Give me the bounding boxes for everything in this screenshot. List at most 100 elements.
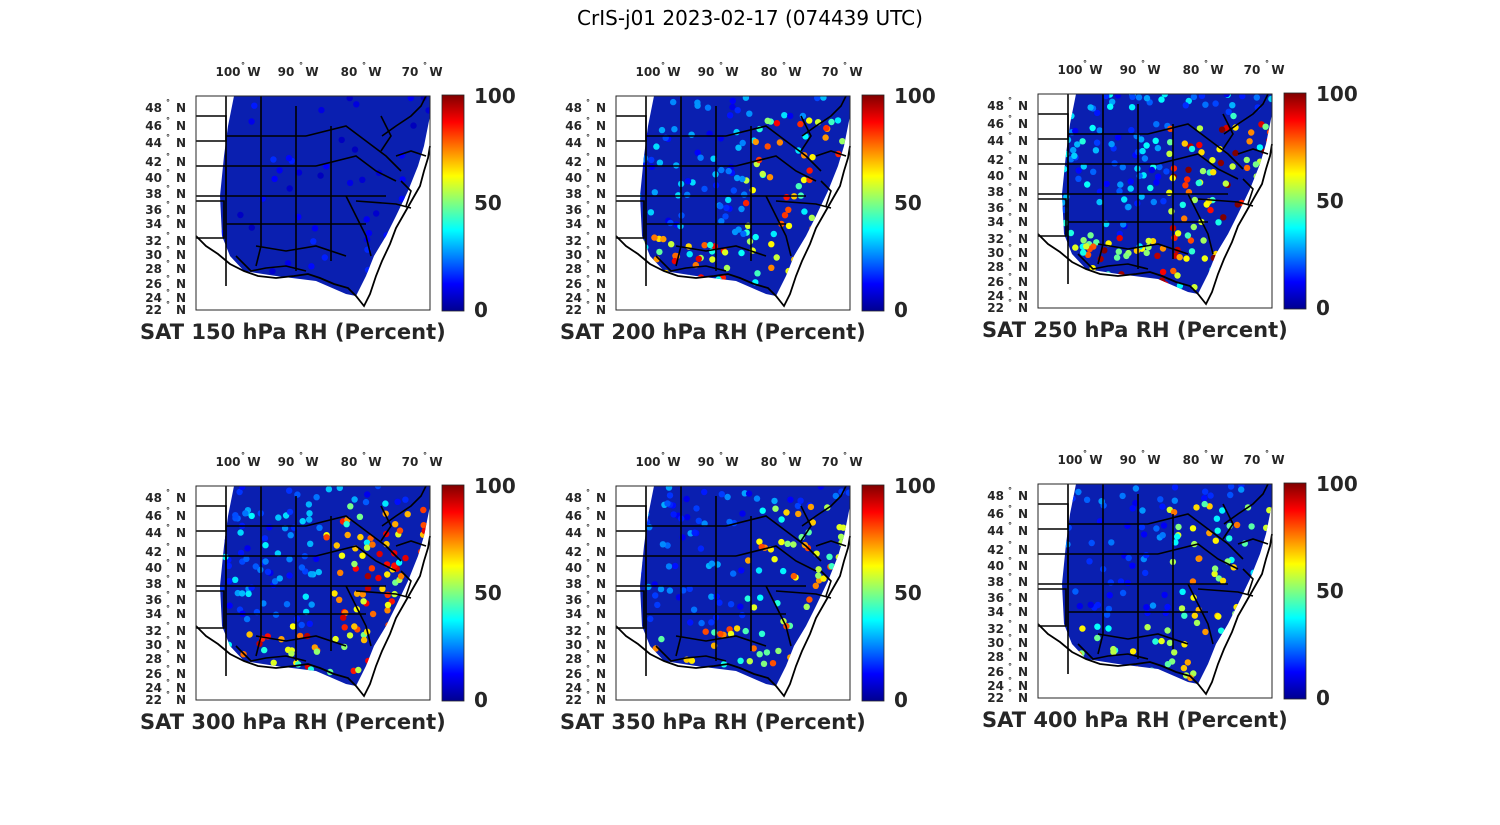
rh-observation-dot (704, 286, 711, 294)
rh-observation-dot (226, 577, 233, 585)
lat-tick-degree: ° (1008, 182, 1012, 191)
map-panel: 100 ° W 90 ° W 80 ° W 70 ° W 48 ° N 46 ° N 44 ° N 42 ° N 40 ° N 38 °… (560, 60, 960, 360)
rh-observation-dot (1235, 624, 1242, 631)
rh-observation-dot (1212, 293, 1220, 294)
rh-observation-dot (708, 670, 716, 677)
rh-observation-dot (1233, 521, 1241, 529)
map-plot: 100 ° W 90 ° W 80 ° W 70 ° W48 ° N46 ° N44 ° N42 ° N40 ° N38 °… (145, 451, 515, 712)
rh-observation-dot (1087, 104, 1094, 111)
rh-observation-dot (340, 614, 347, 621)
rh-observation-dot (709, 256, 716, 263)
rh-observation-dot (836, 605, 843, 613)
rh-observation-dot (814, 638, 821, 645)
lat-tick-hemisphere: N (1018, 543, 1028, 557)
rh-observation-dot (194, 571, 200, 577)
rh-observation-dot (715, 287, 723, 294)
rh-observation-dot (420, 522, 427, 529)
rh-observation-dot (1080, 163, 1087, 170)
rh-observation-dot (311, 225, 319, 232)
rh-observation-dot (621, 222, 627, 228)
rh-observation-dot (686, 251, 693, 258)
map-frame (1037, 483, 1273, 699)
lat-tick-hemisphere: N (176, 262, 186, 276)
rh-observation-dot (308, 601, 315, 608)
lat-tick-label: 34 (987, 215, 1004, 229)
rh-observation-dot (298, 621, 305, 629)
rh-observation-dot (620, 519, 626, 525)
lat-tick-hemisphere: N (176, 234, 186, 248)
lat-tick-label: 26 (565, 277, 582, 291)
lat-tick-hemisphere: N (176, 171, 186, 185)
rh-observation-dot (220, 585, 225, 592)
rh-observation-dot (744, 595, 751, 602)
rh-observation-dot (1107, 103, 1114, 110)
rh-observation-dot (834, 117, 842, 124)
rh-observation-dot (694, 102, 701, 109)
rh-observation-dot (365, 657, 372, 665)
rh-observation-dot (416, 616, 423, 624)
rh-observation-dot (299, 518, 306, 525)
colorbar: 100 50 0 (441, 84, 516, 322)
colorbar-tick-label: 100 (894, 84, 936, 108)
lat-tick-degree: ° (586, 678, 590, 687)
lon-tick-degree: ° (362, 61, 366, 70)
rh-observation-dot (391, 688, 397, 694)
rh-observation-dot (1253, 617, 1261, 624)
rh-observation-dot (1166, 290, 1173, 294)
rh-observation-dot (1238, 300, 1244, 306)
rh-observation-dot (1049, 529, 1055, 535)
lat-tick-label: 26 (145, 277, 162, 291)
rh-observation-dot (402, 666, 410, 673)
rh-observation-dot (659, 303, 665, 309)
lat-tick-hemisphere: N (1018, 169, 1028, 183)
colorbar: 100 50 0 (1283, 472, 1358, 710)
lat-tick-hemisphere: N (176, 277, 186, 291)
rh-observation-dot (1153, 525, 1160, 532)
rh-observation-dot (307, 666, 315, 673)
lat-tick-degree: ° (1008, 272, 1012, 281)
rh-observation-dot (726, 112, 734, 119)
lat-tick-degree: ° (586, 649, 590, 658)
rh-observation-dot (742, 199, 750, 207)
rh-observation-dot (1036, 210, 1042, 216)
rh-observation-dot (640, 569, 643, 576)
rh-observation-dot (1206, 503, 1213, 510)
lat-tick-degree: ° (166, 300, 170, 309)
lon-tick-hemisphere: W (247, 65, 260, 79)
rh-observation-dot (1153, 121, 1160, 128)
lat-tick-label: 40 (145, 561, 162, 575)
rh-observation-dot (831, 241, 838, 248)
colorbar: 100 50 0 (1283, 82, 1358, 320)
rh-observation-dot (385, 622, 392, 629)
lat-tick-label: 30 (145, 638, 162, 652)
colorbar: 100 50 0 (861, 84, 936, 322)
rh-observation-dot (1201, 495, 1208, 502)
rh-observation-dot (283, 682, 291, 686)
lon-tick-degree: ° (661, 451, 665, 460)
lat-tick-label: 42 (565, 545, 582, 559)
lat-tick-hemisphere: N (1018, 301, 1028, 315)
rh-observation-dot (739, 611, 746, 619)
lat-tick-label: 42 (145, 155, 162, 169)
rh-observation-dot (271, 175, 278, 183)
rh-observation-dot (221, 683, 229, 686)
lat-tick-hemisphere: N (596, 217, 606, 231)
rh-observation-dot (1239, 226, 1246, 233)
rh-observation-dot (640, 522, 644, 529)
rh-observation-dot (738, 567, 745, 574)
lon-tick-label: 70 (1244, 63, 1261, 77)
lat-tick-label: 48 (565, 101, 582, 115)
rh-observation-dot (708, 593, 715, 600)
rh-observation-dot (1133, 666, 1141, 673)
rh-observation-dot (1171, 484, 1179, 491)
rh-observation-dot (1167, 139, 1174, 146)
rh-observation-dot (1038, 664, 1044, 670)
map-panel: 100 ° W 90 ° W 80 ° W 70 ° W 48 ° N 46 ° N 44 ° N 42 ° N 40 ° N 38 °… (982, 448, 1382, 748)
lat-tick-degree: ° (166, 274, 170, 283)
rh-observation-dot (718, 491, 725, 498)
lat-tick-hemisphere: N (176, 693, 186, 707)
rh-observation-dot (1083, 243, 1090, 250)
rh-observation-dot (341, 624, 348, 631)
rh-observation-dot (773, 254, 780, 261)
rh-observation-dot (351, 623, 358, 630)
